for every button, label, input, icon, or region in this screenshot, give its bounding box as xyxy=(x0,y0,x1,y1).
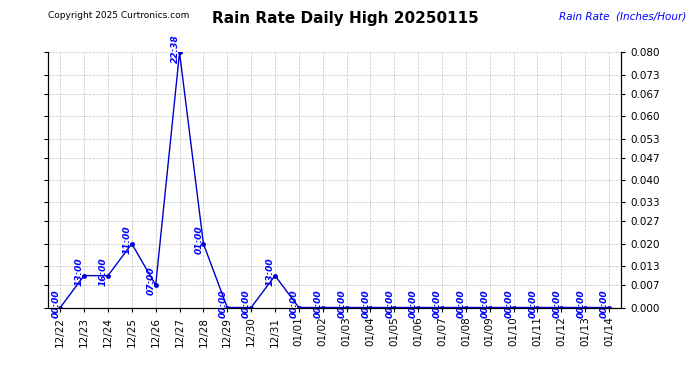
Text: 00:00: 00:00 xyxy=(600,289,609,318)
Text: Rain Rate Daily High 20250115: Rain Rate Daily High 20250115 xyxy=(212,11,478,26)
Text: Rain Rate  (Inches/Hour): Rain Rate (Inches/Hour) xyxy=(560,11,687,21)
Text: 13:00: 13:00 xyxy=(75,257,84,286)
Text: 00:00: 00:00 xyxy=(218,289,227,318)
Text: 01:00: 01:00 xyxy=(195,225,204,254)
Text: 00:00: 00:00 xyxy=(552,289,562,318)
Text: 00:00: 00:00 xyxy=(362,289,371,318)
Text: 00:00: 00:00 xyxy=(457,289,466,318)
Text: 00:00: 00:00 xyxy=(314,289,323,318)
Text: 00:00: 00:00 xyxy=(290,289,299,318)
Text: 00:00: 00:00 xyxy=(481,289,490,318)
Text: 00:00: 00:00 xyxy=(385,289,394,318)
Text: 22:38: 22:38 xyxy=(170,34,179,63)
Text: 00:00: 00:00 xyxy=(504,289,513,318)
Text: 11:00: 11:00 xyxy=(123,225,132,254)
Text: 07:00: 07:00 xyxy=(147,267,156,296)
Text: 00:00: 00:00 xyxy=(576,289,585,318)
Text: 00:00: 00:00 xyxy=(409,289,418,318)
Text: 00:00: 00:00 xyxy=(51,289,60,318)
Text: 00:00: 00:00 xyxy=(529,289,538,318)
Text: 00:00: 00:00 xyxy=(433,289,442,318)
Text: 00:00: 00:00 xyxy=(242,289,251,318)
Text: Copyright 2025 Curtronics.com: Copyright 2025 Curtronics.com xyxy=(48,11,190,20)
Text: 00:00: 00:00 xyxy=(337,289,346,318)
Text: 13:00: 13:00 xyxy=(266,257,275,286)
Text: 16:00: 16:00 xyxy=(99,257,108,286)
